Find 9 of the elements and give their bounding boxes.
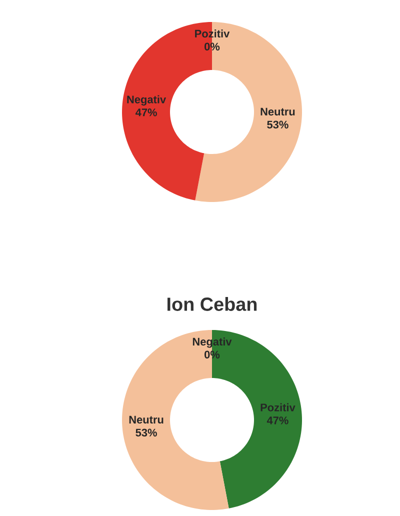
slice-label: Neutru bbox=[260, 108, 295, 116]
slice-label: Negativ bbox=[127, 95, 166, 106]
chart-title: Ion Ceban bbox=[168, 297, 257, 311]
data-label: 47% bbox=[266, 416, 288, 424]
data-label: 53% bbox=[136, 428, 157, 437]
slice-label: Pozitiv bbox=[260, 403, 296, 412]
data-label: 53% bbox=[267, 120, 288, 129]
data-label: 47% bbox=[135, 108, 157, 116]
slice-label: Neutru bbox=[129, 416, 164, 424]
